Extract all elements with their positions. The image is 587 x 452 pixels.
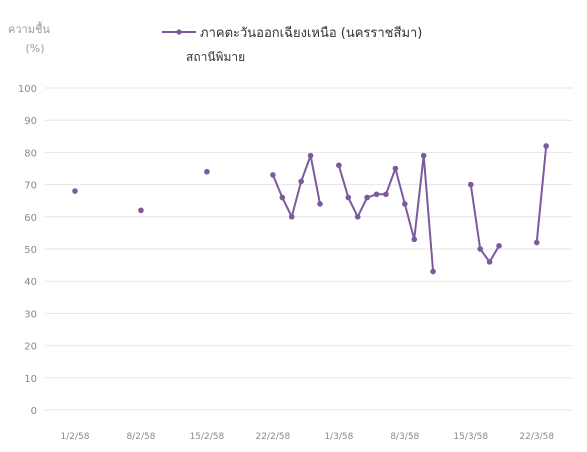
series-0-point-8 (317, 201, 323, 207)
x-tick-label-0: 1/2/58 (61, 432, 90, 442)
legend-marker-swatch (176, 29, 182, 35)
x-tick-label-4: 1/3/58 (324, 432, 353, 442)
y-tick-label-20: 20 (24, 342, 37, 353)
x-tick-label-2: 15/2/58 (190, 432, 225, 442)
y-tick-label-90: 90 (24, 116, 37, 127)
y-tick-label-80: 80 (24, 148, 37, 159)
y-axis-ticks: 0 10 20 30 40 50 60 70 80 90 100 (18, 84, 37, 417)
series-0-point-16 (402, 201, 408, 207)
series-0-point-15 (392, 165, 399, 172)
series-0-point-21 (477, 246, 483, 252)
series-0-point-3 (270, 172, 276, 178)
series-0-point-2 (204, 168, 210, 175)
legend-label: ภาคตะวันออกเฉียงเหนือ (นครราชสีมา) (200, 25, 422, 41)
series-0-point-20 (467, 181, 474, 188)
legend: ภาคตะวันออกเฉียงเหนือ (นครราชสีมา) (162, 25, 422, 41)
series-0-point-23 (496, 242, 502, 249)
y-tick-label-30: 30 (24, 309, 37, 320)
series-0-point-7 (307, 152, 314, 159)
y-tick-label-10: 10 (24, 374, 37, 385)
x-tick-label-5: 8/3/58 (390, 432, 419, 442)
y-tick-label-100: 100 (18, 84, 37, 95)
x-tick-label-7: 22/3/58 (519, 432, 554, 442)
x-tick-label-1: 8/2/58 (126, 432, 155, 442)
series-0-point-1 (138, 207, 144, 214)
y-axis-label-line2: (%) (25, 42, 44, 55)
series-points (72, 143, 549, 275)
chart-subtitle: สถานีพิมาย (186, 50, 245, 64)
series-0-line-segment-3 (271, 154, 321, 218)
x-tick-label-3: 22/2/58 (256, 432, 291, 442)
y-tick-label-70: 70 (24, 181, 37, 192)
x-axis-ticks: 1/2/58 8/2/58 15/2/58 22/2/58 1/3/58 8/3/58 15… (61, 432, 555, 442)
series-0-point-5 (288, 214, 295, 220)
series-0-point-25 (543, 143, 549, 149)
series-0-point-14 (383, 191, 389, 198)
series-0-line-segment-6 (535, 145, 548, 243)
series-0-point-11 (354, 214, 361, 220)
series-0-point-9 (336, 162, 342, 169)
series-0-point-17 (411, 236, 418, 243)
series-0-point-13 (373, 191, 380, 198)
series-0-point-4 (279, 194, 286, 201)
series-0-line-segment-5 (469, 184, 500, 263)
y-tick-label-0: 0 (31, 406, 37, 417)
series-0-line-segment-4 (337, 154, 435, 272)
y-tick-label-60: 60 (24, 213, 37, 224)
series-0-point-0 (72, 188, 78, 194)
x-tick-label-6: 15/3/58 (453, 432, 488, 442)
series-0-point-12 (364, 194, 370, 201)
series-0-point-6 (298, 178, 304, 185)
y-axis-label-line1: ความชื้น (8, 21, 50, 36)
series-0-point-18 (420, 152, 427, 159)
gridlines (45, 87, 572, 411)
series-0-point-22 (486, 259, 493, 265)
y-tick-label-40: 40 (24, 277, 37, 288)
series-0-point-19 (430, 268, 436, 275)
series-0-point-10 (345, 194, 352, 201)
y-tick-label-50: 50 (24, 245, 37, 256)
series-0-point-24 (533, 239, 540, 246)
series-lines (271, 145, 548, 272)
